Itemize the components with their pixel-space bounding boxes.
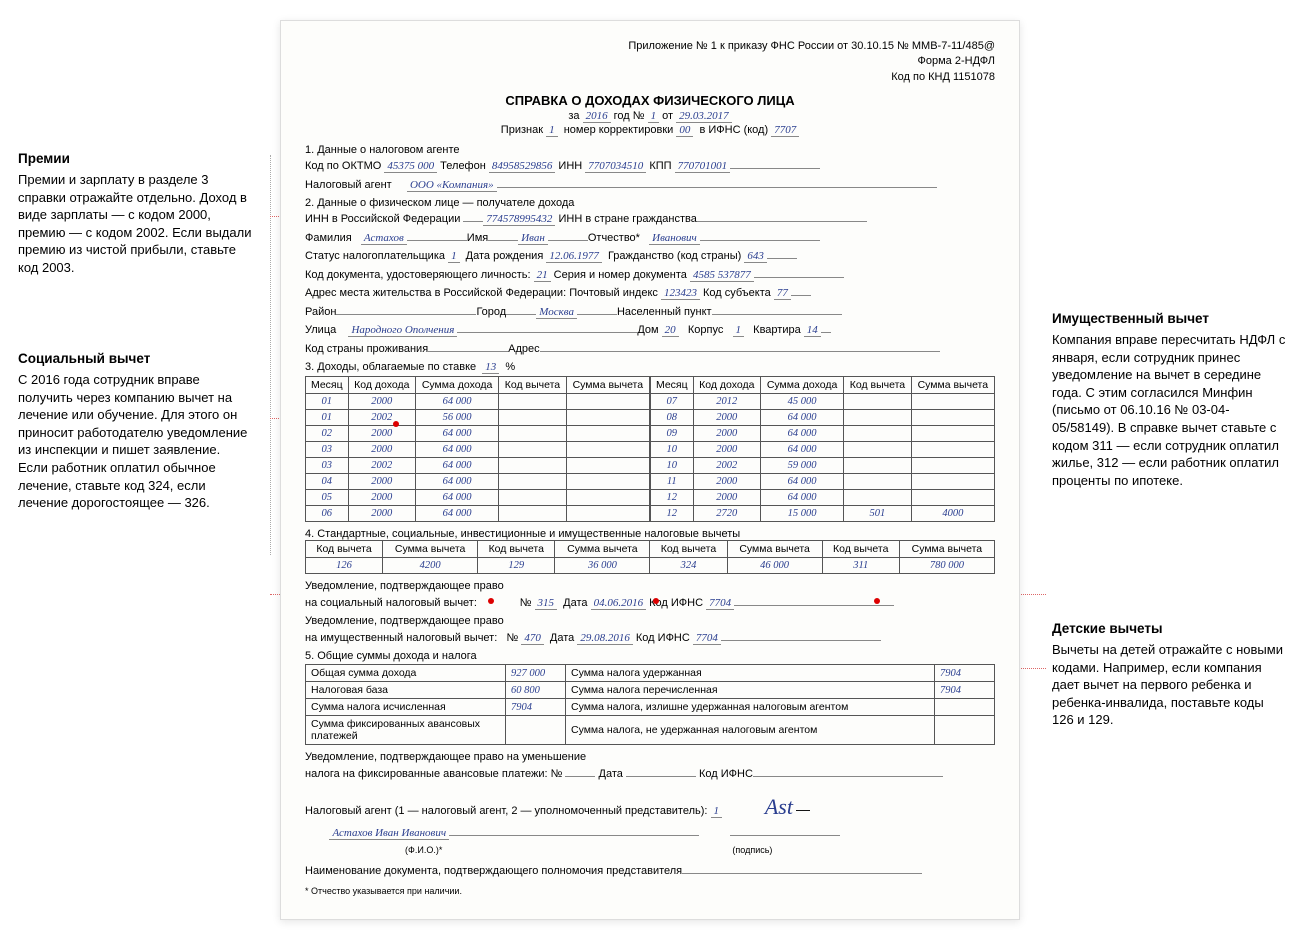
callout-text: Вычеты на детей отражайте с новыми кодам… xyxy=(1052,641,1287,729)
signature: Ast xyxy=(765,794,793,819)
line-status: Статус налогоплательщика 1 Дата рождения… xyxy=(305,248,995,265)
line-agent: Налоговый агент ООО «Компания» xyxy=(305,177,995,194)
notif-advance: Уведомление, подтверждающее право на уме… xyxy=(305,749,995,782)
totals-table: Общая сумма дохода927 000Сумма налога уд… xyxy=(305,664,995,745)
callout-text: Премии и зарплату в разделе 3 справки от… xyxy=(18,171,253,276)
form-page: Приложение № 1 к приказу ФНС России от 3… xyxy=(280,20,1020,920)
section-1-label: 1. Данные о налоговом агенте xyxy=(305,144,995,156)
callout-text: С 2016 года сотрудник вправе получить че… xyxy=(18,371,253,511)
fio-line: Астахов Иван Иванович xyxy=(305,825,995,842)
form-subtitle2: Признак 1 номер корректировки 00 в ИФНС … xyxy=(305,124,995,136)
income-table-left: МесяцКод доходаСумма доходаКод вычетаСум… xyxy=(305,376,650,522)
callout-premium: Премии Премии и зарплату в разделе 3 спр… xyxy=(18,150,253,277)
callout-title: Социальный вычет xyxy=(18,350,253,368)
callout-title: Премии xyxy=(18,150,253,168)
line-fio: Фамилия АстаховИмяИванОтчество* Иванович xyxy=(305,230,995,247)
section-3-label: 3. Доходы, облагаемые по ставке 13 % xyxy=(305,361,995,373)
guide-line xyxy=(270,155,271,555)
header-line2: Форма 2-НДФЛ xyxy=(305,54,995,69)
form-subtitle: за 2016 год № 1 от 29.03.2017 xyxy=(305,110,995,122)
deductions-table: Код вычетаСумма вычетаКод вычетаСумма вы… xyxy=(305,540,995,574)
line-city: РайонГородМоскваНаселенный пункт xyxy=(305,304,995,321)
header-line1: Приложение № 1 к приказу ФНС России от 3… xyxy=(305,39,995,54)
callout-children: Детские вычеты Вычеты на детей отражайте… xyxy=(1052,620,1287,729)
callout-title: Детские вычеты xyxy=(1052,620,1287,638)
footnote: * Отчество указывается при наличии. xyxy=(305,886,995,896)
marker-dot xyxy=(874,598,880,604)
agent-sig-line: Налоговый агент (1 — налоговый агент, 2 … xyxy=(305,790,995,823)
doc-auth: Наименование документа, подтверждающего … xyxy=(305,863,995,880)
income-tables: МесяцКод доходаСумма доходаКод вычетаСум… xyxy=(305,373,995,522)
line-foreign: Код страны проживанияАдрес xyxy=(305,341,995,358)
marker-dot xyxy=(653,598,659,604)
line-addr: Адрес места жительства в Российской Феде… xyxy=(305,285,995,302)
marker-dot xyxy=(393,421,399,427)
header-line3: Код по КНД 1151078 xyxy=(305,70,995,85)
notif-property: Уведомление, подтверждающее правона имущ… xyxy=(305,613,995,646)
section-2-label: 2. Данные о физическом лице — получателе… xyxy=(305,197,995,209)
line-inn: ИНН в Российской Федерации 774578995432 … xyxy=(305,211,995,228)
income-table-right: МесяцКод доходаСумма доходаКод вычетаСум… xyxy=(650,376,995,522)
callout-social: Социальный вычет С 2016 года сотрудник в… xyxy=(18,350,253,512)
form-title: СПРАВКА О ДОХОДАХ ФИЗИЧЕСКОГО ЛИЦА xyxy=(305,93,995,108)
line-doc: Код документа, удостоверяющего личность:… xyxy=(305,267,995,284)
header-right: Приложение № 1 к приказу ФНС России от 3… xyxy=(305,39,995,85)
callout-text: Компания вправе пересчитать НДФЛ с январ… xyxy=(1052,331,1287,489)
section-4-label: 4. Стандартные, социальные, инвестиционн… xyxy=(305,528,995,540)
section-5-label: 5. Общие суммы дохода и налога xyxy=(305,650,995,662)
callout-property: Имущественный вычет Компания вправе пере… xyxy=(1052,310,1287,489)
callout-title: Имущественный вычет xyxy=(1052,310,1287,328)
line-street: Улица Народного ОполченияДом 20 Корпус 1… xyxy=(305,322,995,339)
marker-dot xyxy=(488,598,494,604)
fio-caption: (Ф.И.О.)* (подпись) xyxy=(305,844,995,858)
line-oktmo: Код по ОКТМО 45375 000 Телефон 849585298… xyxy=(305,158,995,175)
notif-social: Уведомление, подтверждающее правона соци… xyxy=(305,578,995,611)
